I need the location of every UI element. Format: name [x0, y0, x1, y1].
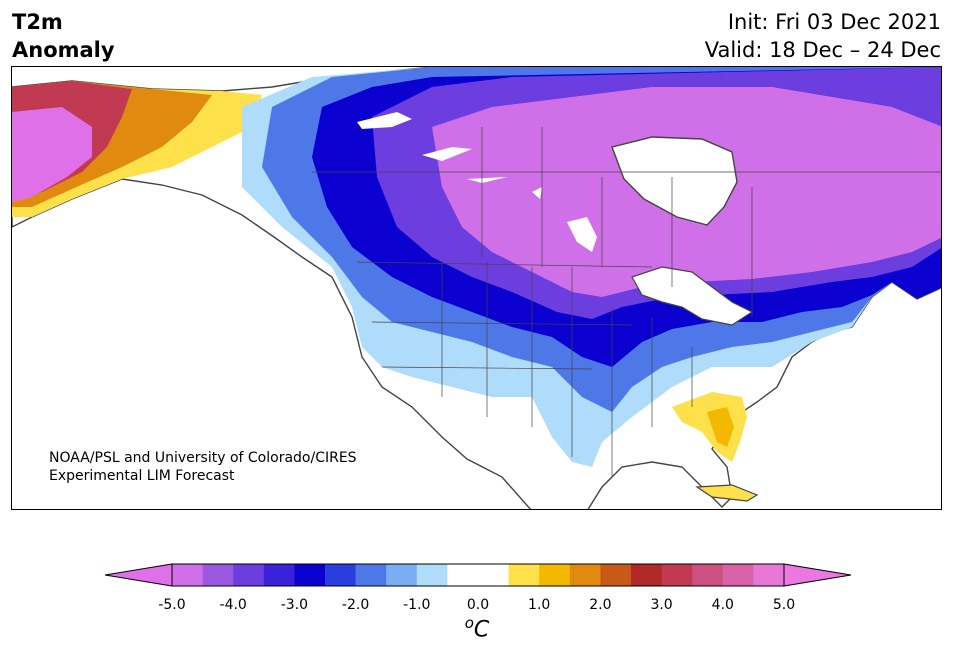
colorbar-tick-label: 1.0 — [528, 597, 551, 613]
colorbar-over-arrow — [783, 563, 852, 587]
valid-date: Valid: 18 Dec – 24 Dec — [704, 38, 941, 62]
units-label: oC — [465, 614, 490, 642]
title-line-1: T2m — [12, 10, 63, 34]
units-base: C — [473, 617, 490, 643]
colorbar-segment — [692, 564, 724, 586]
alaska-pink-anomaly — [12, 107, 92, 202]
colorbar-tick-label: 0.0 — [466, 597, 490, 613]
great-lakes — [631, 266, 754, 326]
colorbar-segment — [172, 564, 204, 586]
anomaly-map — [11, 66, 942, 510]
colorbar-tick-label: 3.0 — [650, 597, 673, 613]
colorbar-tick-label: 4.0 — [711, 597, 734, 613]
credit-line-1: NOAA/PSL and University of Colorado/CIRE… — [49, 450, 357, 466]
colorbar-tick-label: -1.0 — [403, 597, 431, 613]
florida-warm-anomaly — [672, 392, 747, 462]
units-superscript: o — [464, 614, 474, 632]
credit-text: NOAA/PSL and University of Colorado/CIRE… — [49, 449, 357, 485]
colorbar-segment — [478, 564, 510, 586]
map-svg — [12, 67, 941, 509]
colorbar-segment — [325, 564, 357, 586]
colorbar-frame — [171, 563, 785, 587]
colorbar — [104, 563, 852, 591]
colorbar-segment — [263, 564, 295, 586]
title-line-2: Anomaly — [12, 38, 115, 62]
colorbar-segment — [355, 564, 387, 586]
colorbar-segment — [233, 564, 265, 586]
colorbar-svg — [104, 563, 852, 587]
colorbar-segment — [600, 564, 632, 586]
colorbar-segment — [447, 564, 479, 586]
colorbar-segment — [416, 564, 448, 586]
hudson-bay-overlay — [611, 136, 738, 226]
cuba-warm-anomaly — [695, 484, 759, 502]
date-block: Init: Fri 03 Dec 2021 Valid: 18 Dec – 24… — [705, 8, 941, 64]
colorbar-tick-label: -3.0 — [280, 597, 309, 613]
credit-line-2: Experimental LIM Forecast — [49, 468, 235, 484]
colorbar-segment — [722, 564, 754, 586]
colorbar-tick-label: 5.0 — [772, 597, 796, 613]
colorbar-tick-label: -5.0 — [158, 597, 186, 613]
map-title: T2m Anomaly — [12, 8, 115, 64]
colorbar-segment — [202, 564, 234, 586]
init-date: Init: Fri 03 Dec 2021 — [727, 10, 941, 34]
colorbar-tick-label: -2.0 — [341, 597, 370, 613]
colorbar-segment — [539, 564, 571, 586]
colorbar-tick-label: -4.0 — [219, 597, 247, 613]
colorbar-under-arrow — [104, 563, 173, 587]
political-borders — [312, 127, 941, 477]
lake-shapes — [357, 112, 597, 252]
colorbar-segment — [294, 564, 326, 586]
colorbar-segment — [661, 564, 693, 586]
colorbar-segment — [569, 564, 601, 586]
colorbar-segment — [386, 564, 418, 586]
colorbar-segment — [508, 564, 540, 586]
colorbar-segment — [753, 564, 785, 586]
florida-orange-anomaly — [707, 407, 734, 447]
colorbar-segment — [631, 564, 663, 586]
colorbar-tick-label: 2.0 — [589, 597, 612, 613]
